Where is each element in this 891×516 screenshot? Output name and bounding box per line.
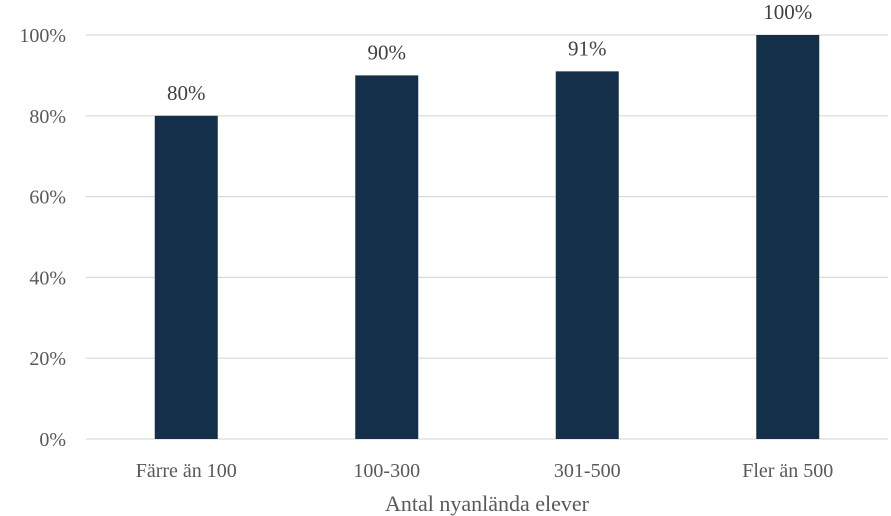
data-labels: 80% 90% 91% 100%	[167, 0, 812, 105]
x-tick-label: 100-300	[353, 460, 420, 482]
y-axis-ticks: 0% 20% 40% 60% 80% 100%	[19, 25, 66, 451]
y-tick-label: 60%	[29, 187, 66, 209]
x-tick-label: Färre än 100	[136, 460, 237, 482]
y-tick-label: 100%	[19, 25, 66, 47]
bar-value-label: 100%	[763, 0, 812, 24]
bar-value-label: 90%	[368, 40, 407, 64]
bar	[154, 115, 218, 440]
bar-value-label: 91%	[568, 36, 607, 60]
bar-value-label: 80%	[167, 81, 206, 105]
y-tick-label: 20%	[29, 348, 66, 370]
x-axis-title: Antal nyanlända elever	[385, 491, 590, 516]
gridlines	[86, 34, 888, 440]
x-tick-label: 301-500	[554, 460, 621, 482]
bars	[154, 35, 820, 440]
bar	[555, 71, 619, 440]
y-tick-label: 80%	[29, 106, 66, 128]
x-tick-label: Fler än 500	[742, 460, 833, 482]
y-tick-label: 40%	[29, 267, 66, 289]
x-axis-ticks: Färre än 100 100-300 301-500 Fler än 500	[136, 460, 834, 482]
y-tick-label: 0%	[39, 429, 66, 451]
bar	[756, 35, 820, 439]
bar	[355, 75, 419, 440]
